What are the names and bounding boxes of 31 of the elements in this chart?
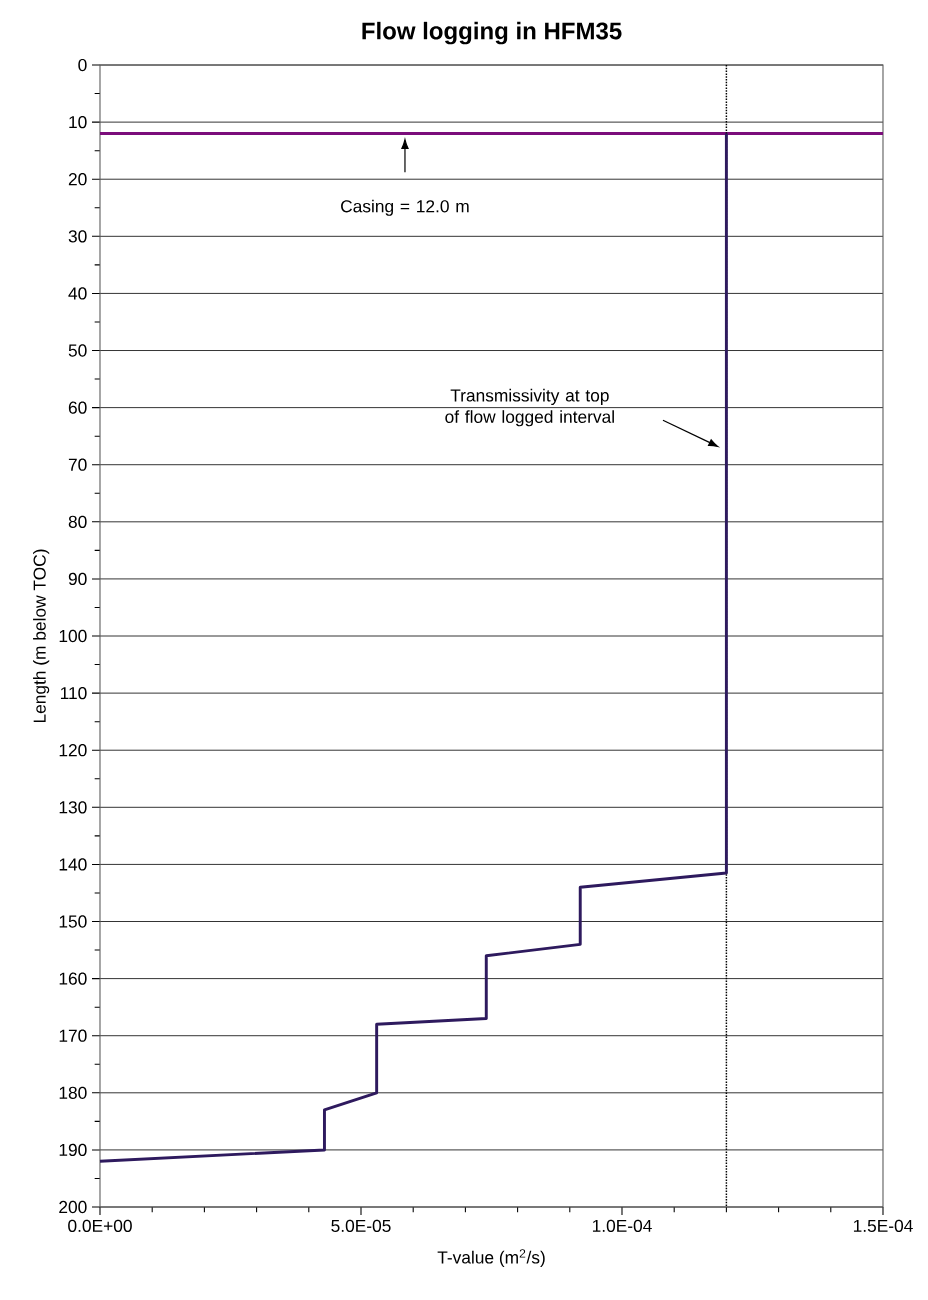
y-tick-label: 100 <box>59 629 87 643</box>
x-tick-label: 5.0E-05 <box>331 1219 391 1232</box>
y-axis-title: Length (m below TOC) <box>33 549 50 723</box>
x-tick-label: 1.5E-04 <box>853 1219 913 1232</box>
x-tick-label: 1.0E-04 <box>592 1219 652 1232</box>
y-tick-label: 70 <box>68 458 87 471</box>
y-tick-label: 200 <box>59 1200 87 1214</box>
y-tick-label: 30 <box>68 230 87 243</box>
y-tick-label: 150 <box>59 915 87 928</box>
y-tick-label: 160 <box>59 972 87 985</box>
annotation: Casing = 12.0 m <box>341 199 469 216</box>
y-tick-label: 170 <box>59 1029 87 1042</box>
y-tick-label: 90 <box>68 572 87 586</box>
y-tick-label: 120 <box>59 744 87 757</box>
y-tick-label: 80 <box>68 515 87 528</box>
y-tick-label: 190 <box>59 1143 87 1157</box>
line-series <box>98 132 728 1163</box>
y-tick-label: 140 <box>59 858 87 871</box>
y-tick-label: 110 <box>60 686 87 700</box>
y-tick-label: 40 <box>68 287 87 300</box>
annotation: Transmissivity at top of flow logged interval <box>445 388 614 427</box>
y-tick-label: 10 <box>69 115 87 129</box>
y-tick-label: 50 <box>68 344 87 357</box>
y-tick-label: 0 <box>78 58 87 72</box>
chart-title: Flow logging in HFM35 <box>362 21 622 45</box>
y-tick-label: 130 <box>59 801 87 814</box>
x-axis-title: T-value (m$^{2}$/s) <box>437 1249 545 1268</box>
y-tick-label: 180 <box>59 1086 87 1099</box>
y-tick-label: 20 <box>68 173 87 186</box>
x-tick-label: 0.0E+00 <box>68 1219 132 1232</box>
y-tick-label: 60 <box>68 401 87 414</box>
